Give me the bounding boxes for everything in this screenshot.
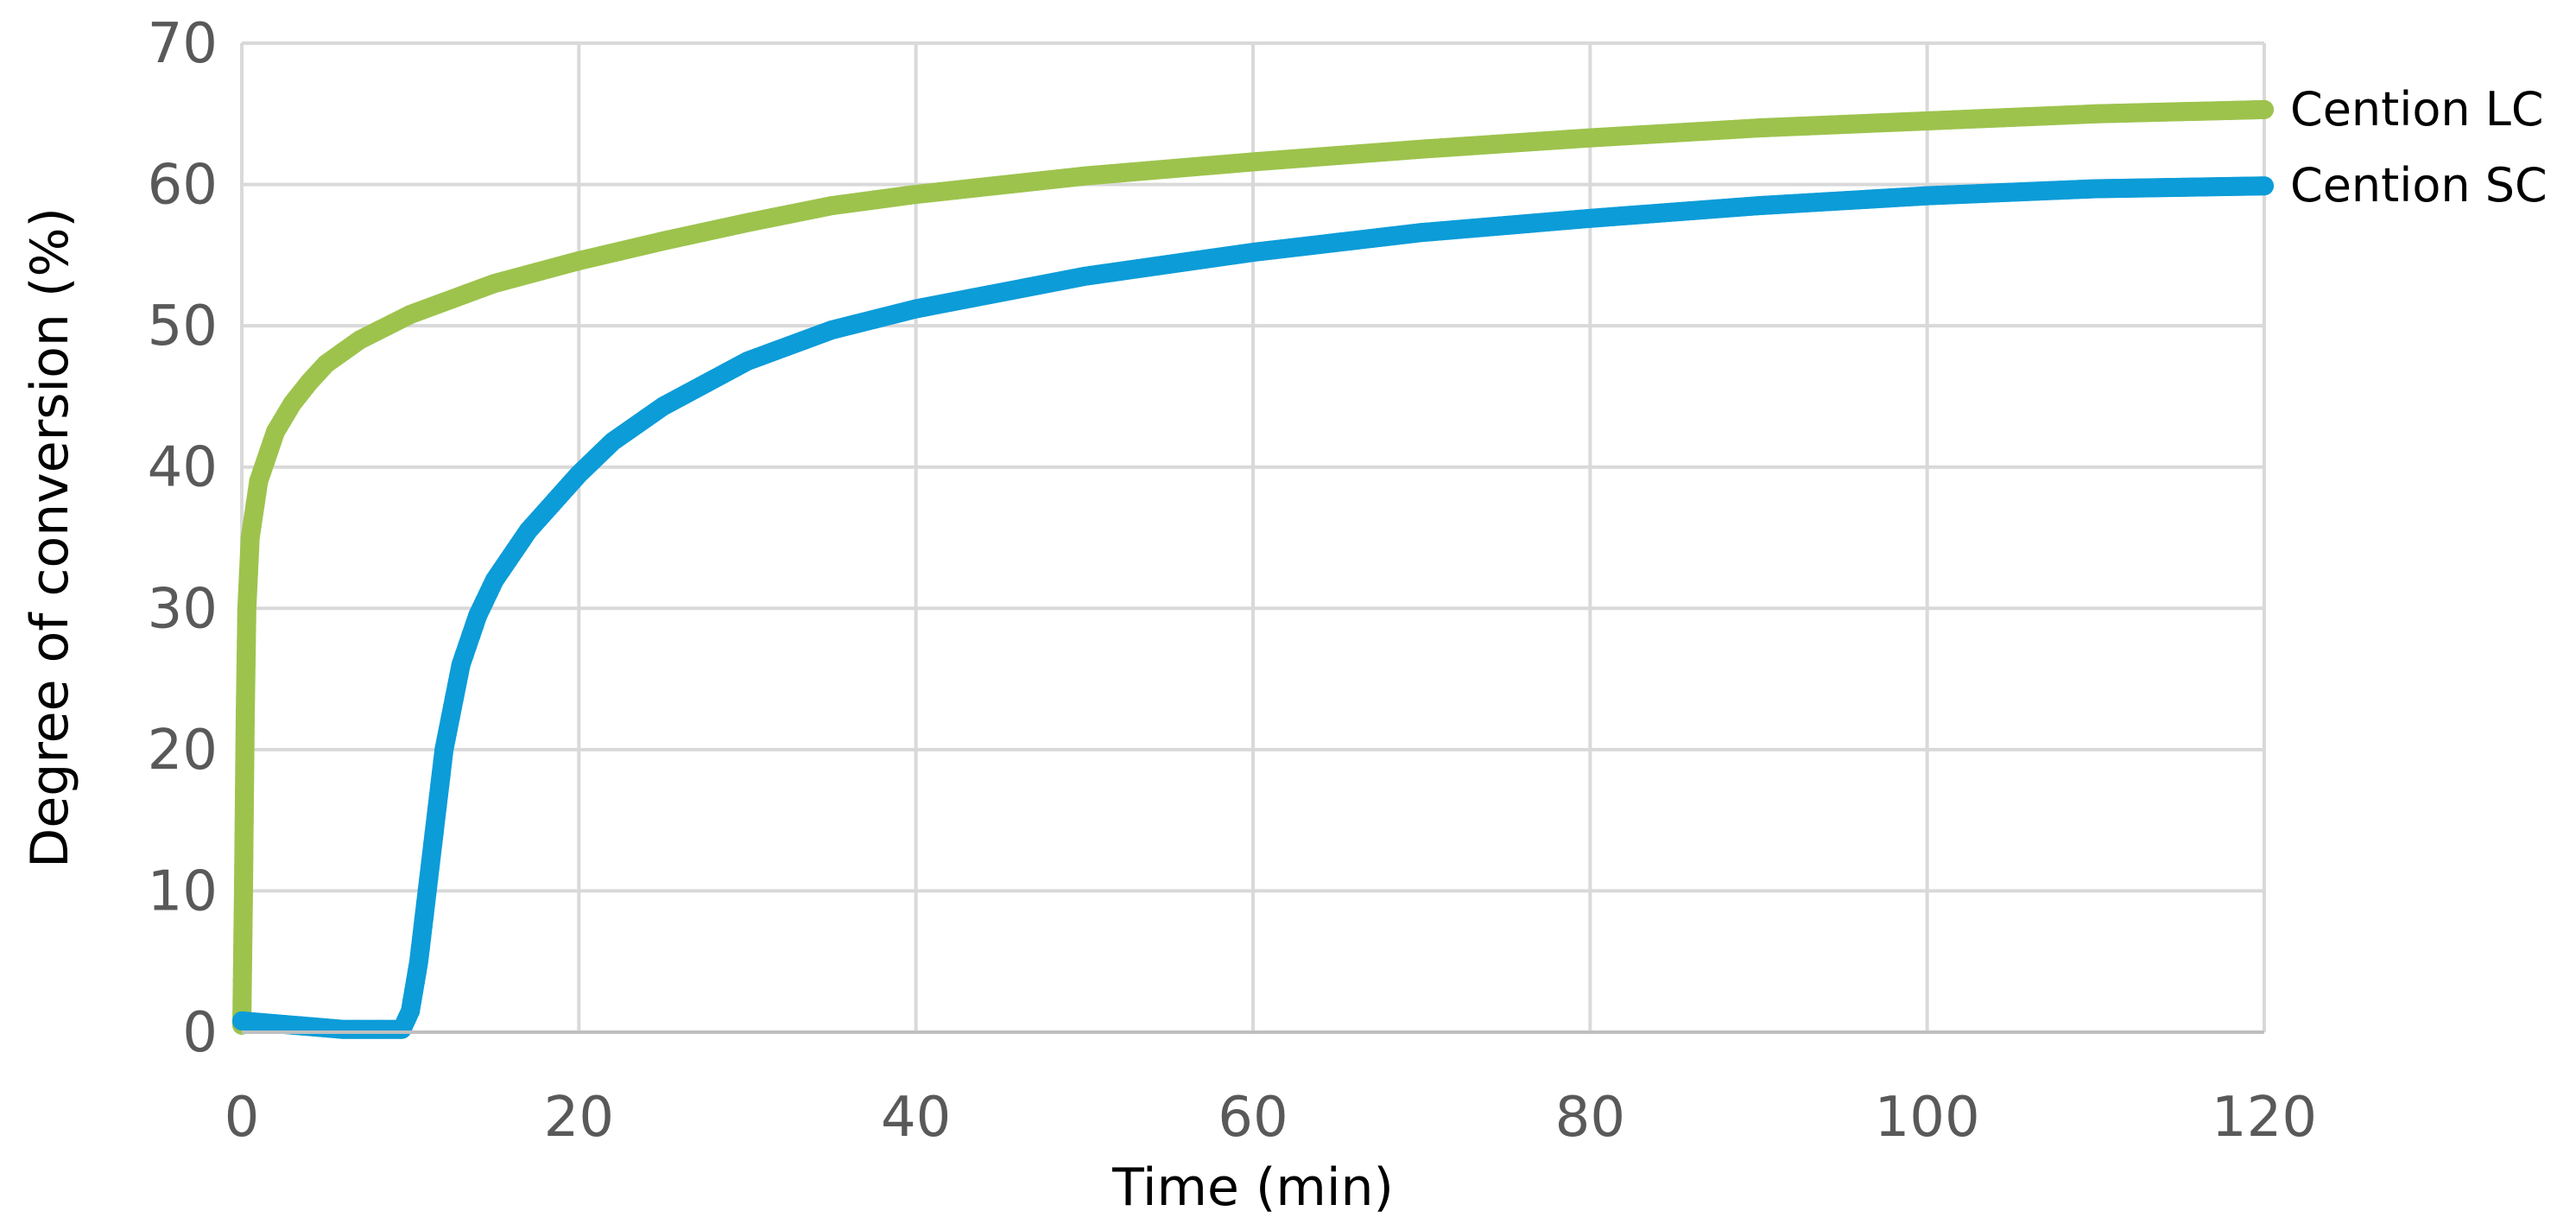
data-point <box>457 284 477 304</box>
data-point <box>1664 202 1684 222</box>
series-layer <box>232 99 2274 1039</box>
data-point <box>674 385 694 405</box>
data-point <box>1018 277 1038 297</box>
data-point <box>592 442 611 462</box>
data-point <box>527 262 547 282</box>
series-cention-sc <box>232 176 2274 1039</box>
data-point <box>383 313 403 333</box>
data-point <box>479 582 499 602</box>
data-point <box>465 615 484 635</box>
data-point <box>424 822 444 842</box>
y-tick-label: 10 <box>148 859 218 923</box>
data-point <box>247 483 267 503</box>
data-point <box>433 751 453 771</box>
axes: 0 10 20 30 40 50 60 70 0 20 40 60 80 100 120 <box>148 12 2318 1150</box>
data-point <box>396 1011 416 1030</box>
data-point <box>619 420 639 440</box>
series-labels: Cention LC Cention SC <box>2290 82 2548 212</box>
data-point <box>333 342 353 362</box>
data-point <box>766 341 786 361</box>
data-point <box>695 222 715 242</box>
data-point <box>263 432 282 452</box>
y-tick-label: 40 <box>148 436 218 500</box>
data-point <box>1159 159 1179 179</box>
grid <box>240 41 2266 1034</box>
data-point <box>237 610 256 630</box>
data-point <box>636 409 656 428</box>
series-label: Cention LC <box>2290 82 2544 136</box>
data-point <box>1327 232 1347 252</box>
data-point <box>307 363 327 383</box>
y-tick-label: 30 <box>148 577 218 641</box>
data-point <box>407 961 427 981</box>
series-label: Cention SC <box>2290 158 2548 212</box>
data-point <box>416 893 436 913</box>
y-tick-label: 50 <box>148 295 218 358</box>
data-point <box>428 295 448 314</box>
x-tick-label: 100 <box>1875 1086 1980 1150</box>
y-tick-label: 20 <box>148 719 218 783</box>
y-tick-label: 0 <box>182 1001 218 1065</box>
x-tick-label: 20 <box>544 1086 614 1150</box>
data-point <box>695 374 715 394</box>
data-point <box>235 723 255 743</box>
data-point <box>1327 146 1347 166</box>
x-tick-label: 60 <box>1218 1086 1288 1150</box>
data-point <box>2255 176 2274 196</box>
data-point <box>717 363 737 383</box>
data-point <box>2255 99 2274 119</box>
data-point <box>864 309 883 329</box>
y-tick-label: 70 <box>148 12 218 76</box>
data-point <box>1159 254 1179 274</box>
data-point <box>1496 216 1516 236</box>
series-cention-lc <box>232 99 2274 1035</box>
y-axis-title: Degree of conversion (%) <box>20 207 80 868</box>
data-point <box>449 665 469 685</box>
data-point <box>233 892 253 912</box>
x-tick-label: 120 <box>2212 1086 2317 1150</box>
x-axis-title: Time (min) <box>1111 1157 1394 1218</box>
x-tick-label: 0 <box>225 1086 260 1150</box>
data-point <box>611 241 631 261</box>
data-point <box>277 403 297 423</box>
data-point <box>511 530 531 550</box>
data-point <box>794 331 813 351</box>
data-point <box>291 383 311 403</box>
data-point <box>991 175 1010 195</box>
data-point <box>780 204 800 224</box>
x-tick-label: 80 <box>1555 1086 1625 1150</box>
x-tick-label: 40 <box>881 1086 951 1150</box>
y-tick-label: 60 <box>148 154 218 218</box>
data-point <box>559 475 579 495</box>
data-point <box>962 288 982 308</box>
data-point <box>240 540 260 560</box>
data-point <box>367 321 387 341</box>
